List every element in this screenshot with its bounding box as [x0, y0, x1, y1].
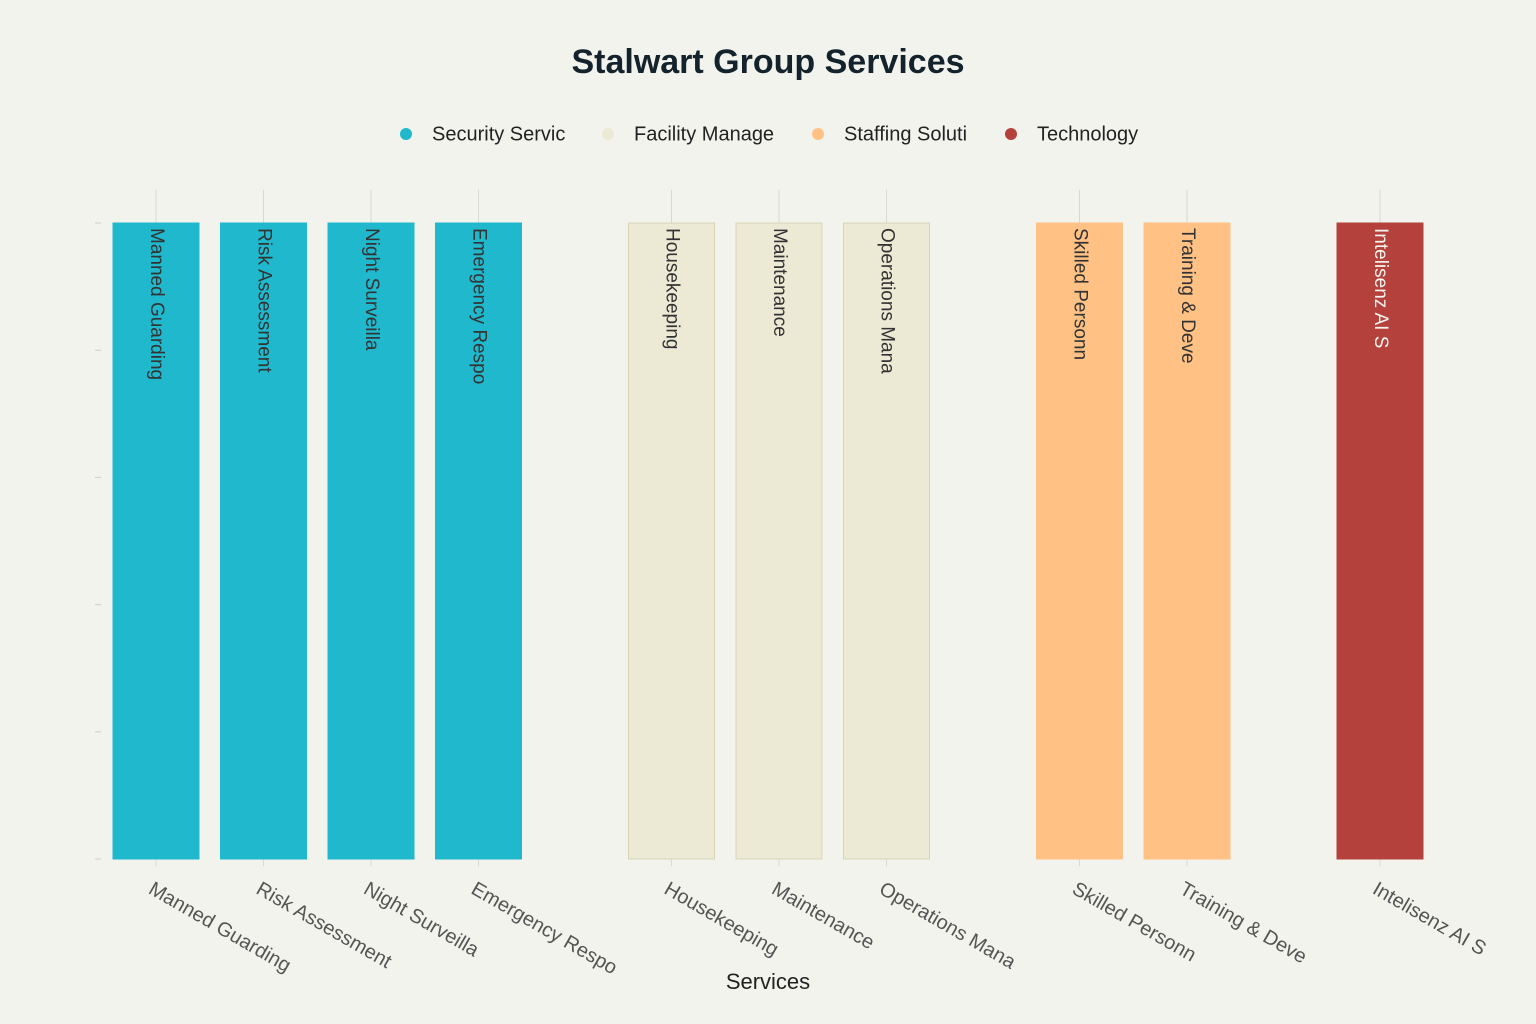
bar	[628, 222, 715, 860]
legend-label: Facility Manage	[634, 123, 774, 145]
bar	[220, 222, 307, 860]
legend-label: Technology	[1037, 123, 1138, 145]
legend-label: Staffing Soluti	[844, 123, 967, 145]
bar	[735, 222, 823, 860]
legend-marker	[400, 128, 412, 140]
bar-label: Risk Assessment	[253, 228, 274, 373]
legend-label: Security Servic	[432, 123, 565, 145]
bar-label: Maintenance	[769, 228, 790, 337]
bar-label: Intelisenz AI S	[1370, 228, 1391, 348]
bar	[1036, 222, 1123, 860]
bar-label: Night Surveilla	[361, 228, 382, 351]
bar	[327, 222, 415, 860]
legend-marker	[1005, 128, 1017, 140]
bar	[435, 222, 522, 860]
bar-label: Training & Deve	[1177, 228, 1198, 364]
bar-label: Manned Guarding	[146, 228, 167, 380]
bar	[1143, 222, 1231, 860]
x-axis-title: Services	[726, 969, 810, 994]
bar	[1336, 222, 1424, 860]
bar-label: Emergency Respo	[468, 228, 489, 384]
chart-title: Stalwart Group Services	[571, 43, 964, 81]
bar-label: Housekeeping	[661, 228, 682, 349]
bar	[843, 222, 930, 860]
bar-label: Skilled Personn	[1069, 228, 1090, 360]
legend-marker	[602, 128, 614, 140]
bar-label: Operations Mana	[876, 228, 897, 374]
legend-marker	[812, 128, 824, 140]
bar	[112, 222, 200, 860]
